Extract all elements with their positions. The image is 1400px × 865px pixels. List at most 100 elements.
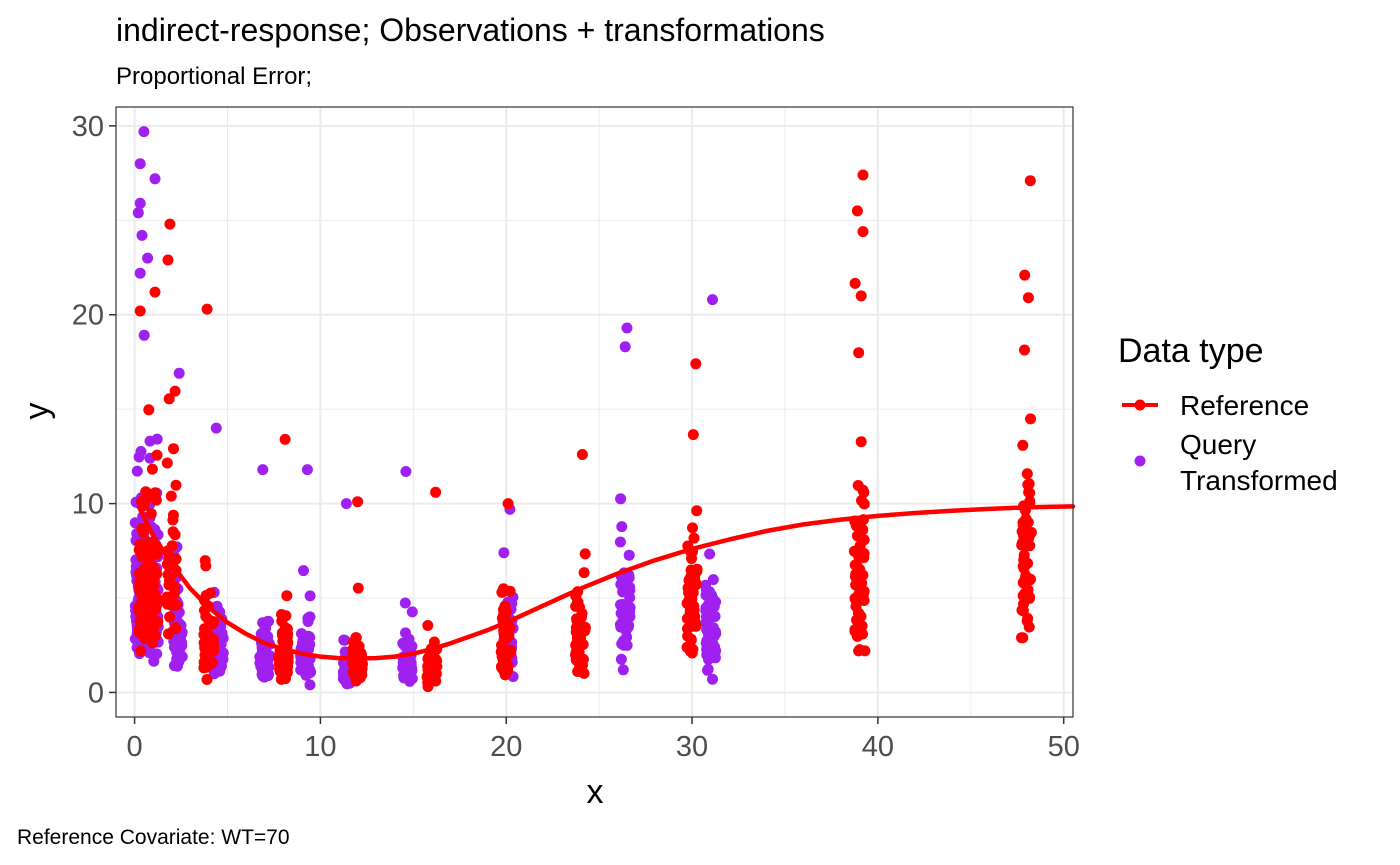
reference-point (134, 305, 146, 317)
reference-point (1023, 621, 1035, 633)
chart-caption: Reference Covariate: WT=70 (17, 826, 290, 849)
reference-point (277, 636, 289, 647)
query-point (402, 658, 414, 670)
query-point (615, 653, 627, 665)
reference-point (1020, 528, 1032, 540)
reference-point (150, 494, 162, 506)
plot-panel (116, 107, 1073, 717)
reference-point (684, 608, 696, 620)
query-point (615, 607, 627, 619)
legend-title: Data type (1118, 332, 1264, 370)
reference-point (1017, 605, 1029, 617)
reference-point (577, 639, 589, 650)
reference-point (281, 623, 293, 635)
reference-point (1024, 495, 1036, 507)
reference-point (279, 433, 291, 445)
reference-point (1019, 555, 1031, 567)
reference-point (1020, 513, 1032, 525)
query-point (298, 565, 309, 577)
query-point (134, 267, 146, 279)
reference-point (1024, 175, 1036, 187)
reference-point (500, 633, 512, 645)
reference-point (422, 620, 434, 631)
query-point (254, 657, 266, 669)
reference-point (852, 480, 864, 491)
reference-point (168, 443, 179, 455)
query-point (304, 679, 316, 691)
reference-point (145, 508, 157, 520)
reference-point (690, 358, 702, 370)
reference-point (497, 654, 509, 666)
query-point (621, 322, 633, 334)
query-point (624, 581, 636, 593)
reference-point (148, 622, 160, 633)
query-point (257, 617, 269, 629)
query-point (302, 630, 314, 642)
reference-point (201, 303, 213, 315)
legend-query-point (1134, 455, 1146, 467)
query-point (339, 634, 351, 646)
query-point (138, 126, 150, 138)
reference-point (504, 585, 516, 597)
query-point (614, 536, 626, 548)
chart-title: indirect-response; Observations + transf… (116, 12, 825, 48)
y-tick-label: 20 (72, 300, 104, 332)
query-point (622, 621, 634, 633)
reference-curve-layer (136, 504, 1076, 661)
reference-point (1019, 344, 1030, 356)
query-point (340, 498, 352, 510)
panel-fill (116, 107, 1073, 717)
reference-point (1021, 468, 1033, 480)
query-point (617, 664, 629, 676)
reference-point (199, 555, 211, 567)
query-point (151, 433, 163, 445)
query-point (136, 229, 148, 241)
query-point (706, 638, 718, 650)
query-point (707, 294, 718, 306)
x-tick-label: 30 (676, 731, 708, 763)
reference-point (853, 347, 865, 359)
query-point (700, 584, 712, 596)
reference-point (505, 644, 517, 656)
x-tick-label: 20 (490, 731, 522, 763)
legend: Data type Reference Query Transformed (1118, 332, 1338, 496)
reference-point (857, 169, 869, 181)
reference-point (570, 600, 582, 612)
reference-point (851, 205, 863, 217)
reference-point (855, 290, 867, 302)
reference-point (281, 590, 293, 602)
data-points (129, 126, 1037, 693)
query-point (149, 173, 161, 185)
reference-point (164, 611, 176, 623)
reference-point (161, 457, 173, 469)
query-point (619, 341, 631, 353)
reference-point (687, 522, 698, 534)
reference-point (851, 630, 863, 642)
reference-point (163, 393, 175, 405)
query-point (616, 521, 628, 533)
reference-point (858, 534, 870, 546)
reference-point (1019, 573, 1031, 585)
reference-point (162, 598, 173, 610)
x-axis-ticks: 0 10 20 30 40 50 (127, 717, 1080, 763)
reference-point (276, 615, 288, 627)
query-point (301, 464, 313, 476)
query-point (707, 574, 719, 586)
query-point (615, 493, 627, 505)
query-point (173, 656, 185, 668)
reference-point (1019, 269, 1031, 281)
reference-point (151, 449, 163, 461)
reference-point (149, 589, 161, 601)
x-tick-label: 40 (862, 731, 894, 763)
query-point (704, 548, 716, 560)
reference-point (687, 429, 699, 441)
reference-point (688, 532, 700, 544)
y-axis-title: y (18, 403, 56, 420)
y-tick-label: 10 (72, 489, 104, 521)
reference-point (576, 449, 588, 460)
reference-point (169, 385, 181, 397)
panel-border (115, 106, 1074, 718)
reference-point (135, 645, 147, 657)
reference-point (684, 641, 696, 653)
reference-point (169, 529, 181, 541)
